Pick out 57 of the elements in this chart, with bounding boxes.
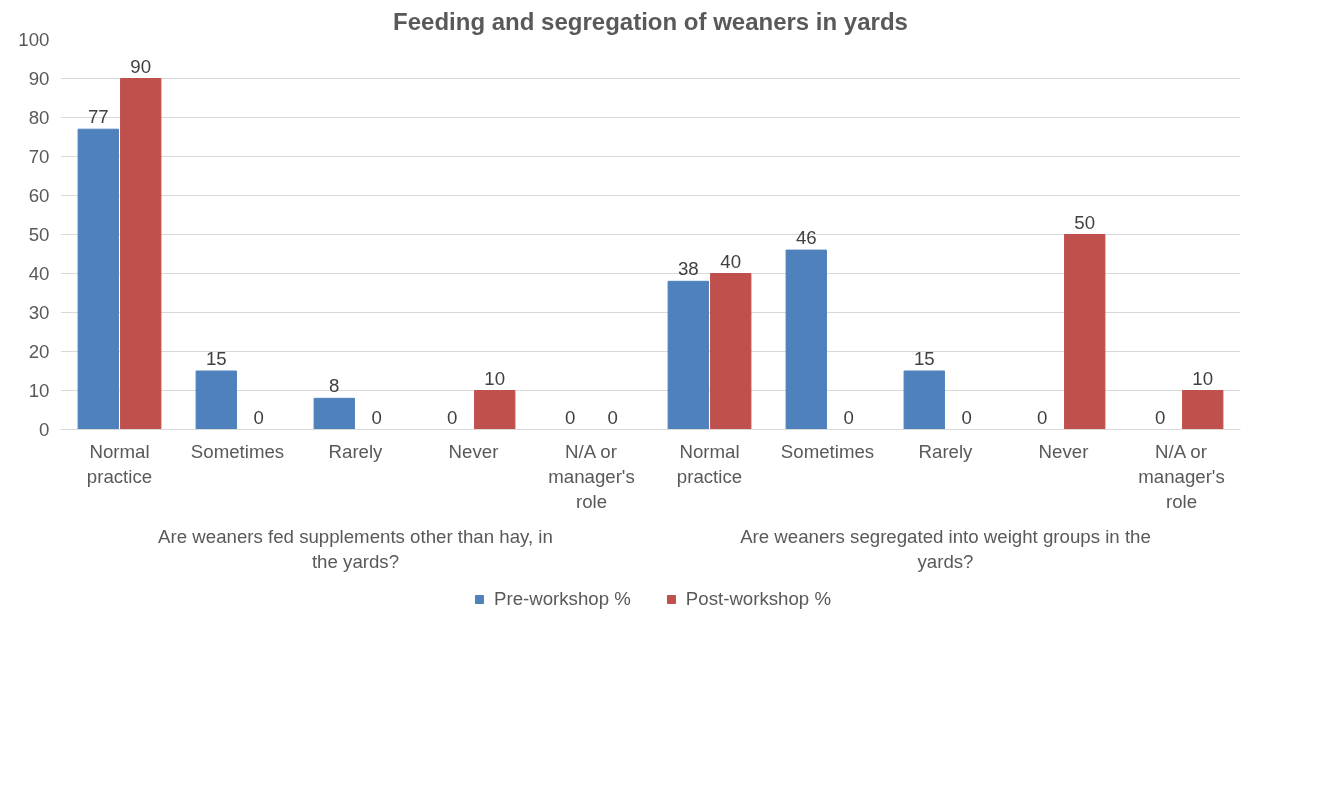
bar — [474, 390, 516, 430]
y-tick-label: 30 — [28, 302, 50, 323]
bar — [1182, 390, 1224, 430]
bar — [77, 128, 119, 430]
y-tick-label: 70 — [28, 146, 50, 167]
data-label: 90 — [130, 55, 152, 77]
data-label: 77 — [87, 106, 109, 128]
bar — [1064, 234, 1106, 430]
data-label: 40 — [720, 250, 742, 272]
y-tick-label: 50 — [28, 224, 50, 245]
bar — [710, 273, 752, 430]
data-label: 8 — [329, 375, 340, 397]
data-label: 0 — [607, 406, 618, 428]
x-tick-label: Never — [1038, 440, 1089, 462]
x-tick-label: Sometimes — [190, 440, 285, 462]
x-tick-label: N/A or manager's role — [1138, 440, 1225, 512]
data-label: 0 — [371, 406, 382, 428]
y-tick-label: 80 — [28, 107, 50, 128]
x-tick-label: Normal practice — [86, 440, 153, 487]
x-tick-label: Sometimes — [780, 440, 875, 462]
data-label: 46 — [795, 227, 817, 249]
text: Are weaners segregated into weight groups in the yards? — [740, 525, 1151, 572]
bar — [667, 280, 709, 430]
y-tick-label: 40 — [28, 263, 50, 284]
y-tick-label: 20 — [28, 341, 50, 362]
data-label: 0 — [961, 406, 972, 428]
bar — [195, 370, 237, 430]
bar — [903, 370, 945, 430]
bar — [785, 249, 827, 430]
text: Are weaners fed supplements other than hay, in the yards? — [158, 525, 553, 572]
y-tick-label: 100 — [18, 29, 50, 50]
data-label: 15 — [205, 348, 227, 369]
x-tick-label: Rarely — [328, 440, 384, 462]
y-tick-label: 90 — [28, 68, 50, 89]
data-label: 50 — [1074, 211, 1096, 233]
data-label: 10 — [1192, 367, 1214, 389]
data-label: 0 — [1037, 406, 1048, 428]
data-label: 10 — [484, 367, 506, 389]
data-label: 0 — [447, 406, 458, 428]
legend-label: Pre-workshop % — [493, 588, 631, 610]
data-label: 0 — [253, 406, 264, 428]
x-tick-label: Rarely — [918, 440, 974, 462]
data-label: 38 — [677, 258, 699, 280]
x-tick-label: Never — [448, 440, 499, 462]
data-label: 0 — [565, 406, 576, 428]
x-tick-label: Normal practice — [676, 440, 743, 487]
y-tick-label: 10 — [28, 380, 50, 401]
bar — [313, 397, 355, 430]
data-label: 0 — [843, 406, 854, 428]
chart-title: Feeding and segregation of weaners in yards — [393, 7, 908, 35]
y-tick-label: 60 — [28, 185, 50, 206]
x-tick-label: N/A or manager's role — [548, 440, 635, 512]
data-label: 15 — [913, 348, 935, 369]
legend-label: Post-workshop % — [685, 588, 832, 610]
bar — [120, 78, 162, 430]
y-tick-label: 0 — [39, 419, 50, 440]
data-label: 0 — [1155, 406, 1166, 428]
